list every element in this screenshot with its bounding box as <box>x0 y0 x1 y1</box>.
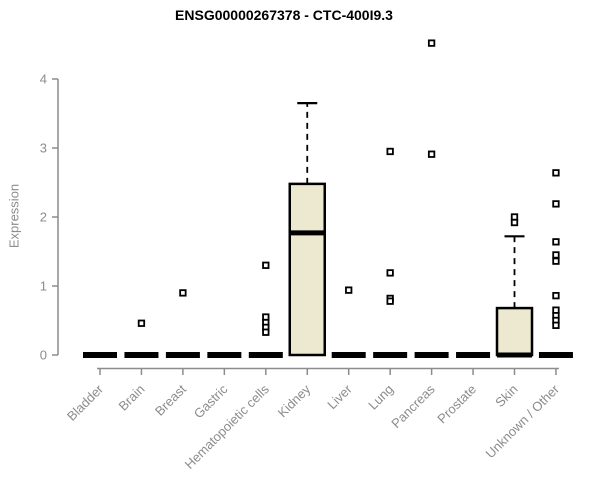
x-tick-label: Breast <box>152 381 189 418</box>
x-tick-label: Bladder <box>64 381 107 424</box>
x-tick-label: Pancreas <box>388 381 438 431</box>
x-tick-label: Skin <box>492 382 520 410</box>
box-lung <box>373 352 408 358</box>
x-tick-label: Unknown / Other <box>482 381 562 461</box>
x-tick-label: Liver <box>324 381 355 412</box>
outlier-point <box>386 297 394 305</box>
outlier-point <box>262 328 270 336</box>
box-unknown-other <box>538 352 573 358</box>
y-tick-label: 1 <box>40 279 47 294</box>
outlier-point <box>552 321 560 329</box>
box-gastric <box>207 352 242 358</box>
outlier-point <box>510 218 519 227</box>
outlier-point <box>427 39 436 47</box>
box-pancreas <box>414 352 449 358</box>
box-prostate <box>456 352 491 358</box>
box-kidney <box>288 182 326 357</box>
outlier-point <box>179 289 187 297</box>
x-tick-label: Brain <box>115 382 147 414</box>
box-bladder <box>83 352 117 358</box>
y-tick-label: 4 <box>40 72 47 87</box>
outlier-point <box>262 261 270 269</box>
outlier-point <box>552 238 560 246</box>
box-brain <box>124 352 159 358</box>
x-tick-label: Prostate <box>434 382 479 427</box>
chart-title: ENSG00000267378 - CTC-400I9.3 <box>175 7 393 23</box>
x-tick-label: Kidney <box>275 381 314 420</box>
outlier-point <box>552 169 560 177</box>
outlier-point <box>386 147 394 156</box>
y-tick-label: 0 <box>40 348 47 363</box>
outlier-point <box>427 150 436 158</box>
outlier-point <box>137 319 146 327</box>
box-hematopoietic-cells <box>248 352 283 358</box>
outlier-point <box>386 269 394 277</box>
y-tick-label: 3 <box>40 141 47 156</box>
outlier-point <box>552 257 560 265</box>
box-breast <box>165 352 200 358</box>
x-tick-label: Lung <box>365 382 396 413</box>
outlier-point <box>552 292 560 300</box>
outlier-point <box>552 200 560 208</box>
box-liver <box>331 352 366 358</box>
box-skin <box>495 306 534 357</box>
x-tick-label: Gastric <box>191 381 231 421</box>
outlier-point <box>552 251 560 259</box>
outlier-point <box>345 286 353 294</box>
y-tick-label: 2 <box>40 210 47 225</box>
